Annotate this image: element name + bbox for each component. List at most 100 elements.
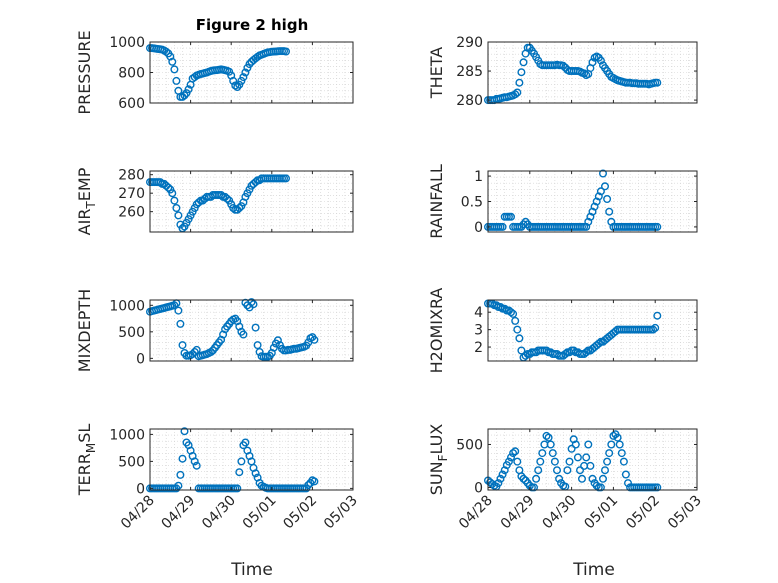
data-point [584, 440, 593, 449]
y-tick-label: 1000 [109, 427, 145, 443]
data-point [603, 194, 612, 203]
data-point [233, 484, 242, 493]
data-point [615, 440, 624, 449]
y-tick-label: 800 [118, 66, 145, 82]
data-point [571, 440, 580, 449]
data-point [565, 457, 574, 466]
data-point [231, 81, 240, 90]
data-point [253, 341, 262, 350]
y-tick-label: 1 [474, 169, 483, 185]
data-point [544, 433, 553, 442]
data-point [596, 483, 605, 492]
y-tick-label: 2 [474, 340, 483, 356]
data-point [496, 303, 505, 312]
data-point [172, 76, 181, 85]
subplot-air-temp: 260 270 280 AIRTEMP [75, 167, 354, 235]
data-point [511, 447, 520, 456]
data-point [176, 319, 185, 328]
data-point [492, 301, 501, 310]
data-point [174, 211, 183, 220]
data-point [164, 183, 173, 192]
y-tick-label: 1000 [109, 298, 145, 314]
y-tick-label: 280 [456, 93, 483, 109]
data-point [273, 336, 282, 345]
data-point [507, 308, 516, 317]
data-point [561, 350, 570, 359]
y-tick-label: 500 [118, 325, 145, 341]
data-point [550, 457, 559, 466]
data-point [190, 348, 199, 357]
y-tick-label: 285 [456, 64, 483, 80]
data-point [241, 68, 250, 77]
data-point [515, 334, 524, 343]
data-point [546, 440, 555, 449]
data-point [517, 68, 526, 77]
y-tick-label: 270 [118, 186, 145, 202]
data-point [178, 454, 187, 463]
data-point [494, 479, 503, 488]
y-axis-label: MIXDEPTH [75, 289, 94, 372]
data-point [588, 474, 597, 483]
data-point [174, 481, 183, 490]
data-point [241, 438, 250, 447]
data-point [304, 481, 313, 490]
data-point [586, 461, 595, 470]
data-point [170, 301, 179, 310]
data-point [582, 348, 591, 357]
y-tick-label: 1000 [109, 35, 145, 51]
data-point [599, 474, 608, 483]
data-point [239, 73, 248, 82]
subplot-theta: 280 285 290 THETA [427, 35, 698, 109]
y-tick-label: 3 [474, 323, 483, 339]
data-point [513, 325, 522, 334]
y-axis-label: SUNFLUX [427, 424, 450, 496]
data-point [649, 325, 658, 334]
data-point [521, 351, 530, 360]
data-point [517, 346, 526, 355]
data-point [162, 47, 171, 56]
data-point [225, 67, 234, 76]
data-point [605, 207, 614, 216]
data-point [237, 76, 246, 85]
data-point [582, 453, 591, 462]
y-tick-label: 280 [118, 168, 145, 184]
data-point [176, 470, 185, 479]
data-point [310, 477, 319, 486]
data-point [194, 198, 203, 207]
figure-title: Figure 2 high [196, 16, 309, 34]
y-tick-label: 290 [456, 35, 483, 51]
axes-box [487, 41, 698, 104]
data-point [607, 440, 616, 449]
data-point [206, 348, 215, 357]
data-point [509, 309, 518, 318]
y-tick-label: 0 [136, 351, 145, 367]
y-tick-label: 600 [118, 96, 145, 112]
series-markers [484, 299, 662, 362]
data-point [190, 73, 199, 82]
data-point [538, 449, 547, 458]
axes-box [149, 428, 354, 491]
data-point [532, 474, 541, 483]
subplot-rainfall: 0 0.5 1 RAINFALL [427, 164, 698, 239]
data-point [235, 203, 244, 212]
y-tick-label: 260 [118, 205, 145, 221]
y-tick-label: 500 [118, 454, 145, 470]
data-point [247, 298, 256, 307]
data-point [594, 339, 603, 348]
data-point [601, 466, 610, 475]
y-tick-label: 500 [456, 437, 483, 453]
y-tick-label: 4 [474, 305, 483, 321]
data-point [653, 483, 662, 492]
data-point [251, 323, 260, 332]
y-axis-label: THETA [427, 47, 446, 99]
data-point [603, 457, 612, 466]
data-point [239, 330, 248, 339]
axes-box [149, 299, 354, 362]
data-point [498, 470, 507, 479]
data-point [617, 449, 626, 458]
data-point [559, 61, 568, 70]
data-point [251, 178, 260, 187]
data-point [192, 461, 201, 470]
data-point [511, 90, 520, 99]
data-point [596, 56, 605, 65]
